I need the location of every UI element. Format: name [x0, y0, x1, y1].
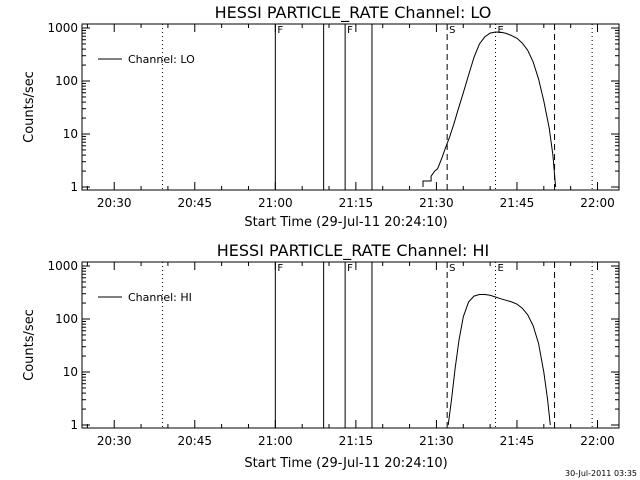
y-tick-label: 100 [55, 312, 78, 326]
x-tick-label: 22:00 [580, 434, 615, 448]
x-tick-label: 21:45 [500, 434, 535, 448]
y-tick-label: 1 [70, 180, 78, 194]
panel-lo: HESSI PARTICLE_RATE Channel: LO 20:30 20:… [22, 3, 620, 230]
series-line [422, 31, 557, 188]
marker-label: F [347, 263, 353, 274]
panel-hi-legend: Channel: HI [98, 291, 192, 304]
x-tick-label: 21:30 [419, 196, 454, 210]
x-tick-label: 20:30 [97, 434, 132, 448]
x-tick-label: 21:00 [258, 434, 293, 448]
series-line [447, 294, 551, 426]
panel-lo-ylabel: Counts/sec [22, 71, 37, 143]
panel-lo-xlabel: Start Time (29-Jul-11 20:24:10) [244, 215, 447, 230]
panel-lo-legend-label: Channel: LO [128, 53, 195, 66]
panel-lo-series [422, 31, 557, 188]
panel-hi-axes: 20:30 20:45 21:00 21:15 21:30 21:45 22:00 1 10 10… [47, 259, 619, 448]
panel-lo-title: HESSI PARTICLE_RATE Channel: LO [215, 3, 492, 23]
marker-label: S [449, 263, 455, 274]
x-tick-label: 21:15 [339, 434, 374, 448]
y-tick-label: 1000 [47, 21, 78, 35]
footer-timestamp: 30-Jul-2011 03:35 [565, 469, 637, 478]
panel-hi-legend-label: Channel: HI [128, 291, 192, 304]
y-tick-label: 10 [63, 365, 78, 379]
x-tick-label: 21:45 [500, 196, 535, 210]
panel-lo-legend: Channel: LO [98, 53, 195, 66]
marker-label: E [497, 263, 503, 274]
x-tick-label: 20:45 [177, 434, 212, 448]
panel-hi-series [447, 294, 551, 426]
x-tick-label: 20:45 [177, 196, 212, 210]
marker-label: S [449, 25, 455, 36]
y-tick-label: 1000 [47, 259, 78, 273]
marker-label: F [277, 25, 283, 36]
x-tick-label: 21:00 [258, 196, 293, 210]
panel-hi-ylabel: Counts/sec [22, 309, 37, 381]
x-tick-label: 22:00 [580, 196, 615, 210]
panel-lo-axes: 20:30 20:45 21:00 21:15 21:30 21:45 22:00 1 10 10… [47, 21, 619, 210]
panel-hi: HESSI PARTICLE_RATE Channel: HI 20:30 20:… [22, 241, 620, 471]
panel-hi-xlabel: Start Time (29-Jul-11 20:24:10) [244, 456, 447, 471]
panel-lo-frame [81, 23, 620, 191]
panel-hi-frame [81, 261, 620, 429]
y-tick-label: 10 [63, 127, 78, 141]
y-tick-label: 1 [70, 418, 78, 432]
x-tick-label: 21:30 [419, 434, 454, 448]
marker-label: E [497, 25, 503, 36]
y-tick-label: 100 [55, 74, 78, 88]
x-tick-label: 21:15 [339, 196, 374, 210]
marker-label: F [347, 25, 353, 36]
marker-label: F [277, 263, 283, 274]
x-tick-label: 20:30 [97, 196, 132, 210]
panel-hi-title: HESSI PARTICLE_RATE Channel: HI [217, 241, 490, 261]
